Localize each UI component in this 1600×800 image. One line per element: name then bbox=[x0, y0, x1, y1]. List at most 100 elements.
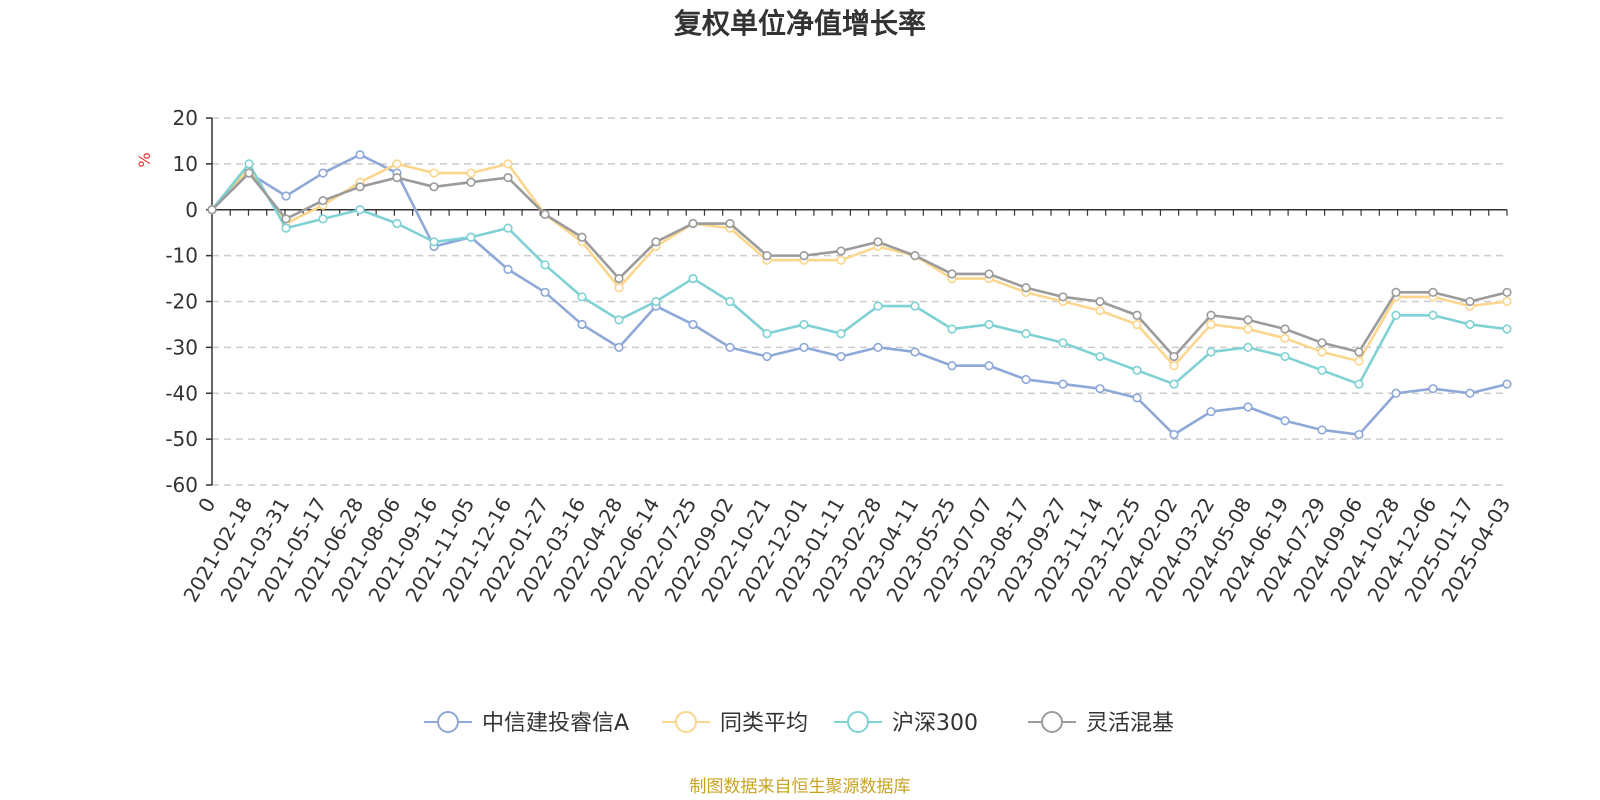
data-point bbox=[1354, 356, 1364, 366]
data-point bbox=[1095, 384, 1105, 394]
y-tick-label: 20 bbox=[173, 106, 198, 130]
data-point bbox=[873, 301, 883, 311]
legend-label: 沪深300 bbox=[892, 711, 978, 736]
data-point bbox=[1354, 429, 1364, 440]
legend-item[interactable]: 同类平均 bbox=[662, 711, 808, 736]
legend-label: 灵活混基 bbox=[1086, 711, 1174, 736]
data-point bbox=[1058, 292, 1068, 302]
data-point bbox=[1502, 287, 1512, 297]
legend-marker-icon bbox=[1041, 711, 1063, 733]
data-point bbox=[762, 329, 772, 339]
data-point bbox=[762, 251, 772, 261]
data-point bbox=[836, 329, 846, 339]
series-line bbox=[211, 162, 1508, 368]
source-note: 制图数据来自恒生聚源数据库 bbox=[690, 777, 911, 797]
data-point bbox=[1243, 342, 1253, 352]
data-point bbox=[614, 283, 624, 293]
legend-item[interactable]: 中信建投睿信A bbox=[424, 711, 629, 736]
series-line bbox=[211, 153, 1508, 436]
series-2 bbox=[207, 159, 1512, 389]
y-tick-label: -40 bbox=[165, 381, 198, 405]
data-point bbox=[429, 182, 439, 192]
x-tick-label: 0 bbox=[193, 494, 220, 517]
data-point bbox=[540, 260, 550, 270]
data-point bbox=[1428, 384, 1438, 394]
data-point bbox=[1243, 402, 1253, 412]
data-point bbox=[1391, 310, 1401, 320]
data-point bbox=[1206, 310, 1216, 320]
data-point bbox=[1058, 379, 1068, 389]
data-point bbox=[1095, 306, 1105, 316]
data-point bbox=[503, 264, 513, 274]
data-point bbox=[947, 361, 957, 371]
data-point bbox=[429, 237, 439, 247]
data-point bbox=[1391, 388, 1401, 398]
data-point bbox=[1428, 310, 1438, 320]
data-point bbox=[207, 205, 217, 215]
series-line bbox=[211, 171, 1508, 358]
data-point bbox=[984, 319, 994, 330]
data-point bbox=[984, 269, 994, 279]
y-tick-label: 0 bbox=[185, 198, 198, 222]
data-point bbox=[1132, 310, 1142, 320]
y-tick-label: -60 bbox=[165, 473, 198, 497]
data-point bbox=[540, 287, 550, 297]
y-tick-label: 10 bbox=[173, 152, 198, 176]
data-point bbox=[947, 269, 957, 279]
data-point bbox=[281, 191, 291, 201]
data-point bbox=[1317, 425, 1327, 435]
data-point bbox=[799, 342, 809, 352]
data-point bbox=[836, 255, 846, 265]
legend-marker-icon bbox=[847, 711, 869, 733]
data-point bbox=[1354, 379, 1364, 389]
data-point bbox=[799, 251, 809, 261]
legend-marker-icon bbox=[675, 711, 697, 733]
data-point bbox=[318, 214, 328, 224]
data-point bbox=[1169, 351, 1179, 362]
data-point bbox=[466, 232, 476, 242]
data-point bbox=[688, 273, 698, 284]
data-point bbox=[1502, 296, 1512, 307]
y-tick-label: -10 bbox=[165, 244, 198, 268]
legend-item[interactable]: 沪深300 bbox=[834, 711, 978, 736]
legend[interactable]: 中信建投睿信A 同类平均 沪深300 灵活混基 bbox=[424, 711, 1174, 736]
data-point bbox=[1095, 351, 1105, 362]
data-point bbox=[1465, 319, 1475, 330]
data-point bbox=[1021, 329, 1031, 339]
data-point bbox=[1021, 283, 1031, 293]
data-point bbox=[355, 182, 365, 192]
series-0 bbox=[207, 150, 1512, 440]
data-point bbox=[1132, 319, 1142, 330]
data-point bbox=[429, 168, 439, 178]
data-point bbox=[392, 159, 402, 169]
grid-lines bbox=[212, 117, 1507, 486]
data-point bbox=[1502, 324, 1512, 334]
axes bbox=[206, 117, 1508, 486]
data-point bbox=[1465, 388, 1475, 398]
data-point bbox=[614, 315, 624, 325]
data-point bbox=[984, 361, 994, 371]
data-point bbox=[281, 223, 291, 233]
data-point bbox=[540, 209, 550, 219]
y-tick-label: -50 bbox=[165, 427, 198, 451]
data-point bbox=[873, 342, 883, 352]
data-point bbox=[577, 232, 587, 242]
data-point bbox=[1391, 287, 1401, 297]
data-point bbox=[1095, 296, 1105, 307]
data-point bbox=[244, 159, 254, 169]
legend-item[interactable]: 灵活混基 bbox=[1028, 711, 1174, 736]
data-point bbox=[466, 168, 476, 178]
data-point bbox=[799, 319, 809, 330]
data-point bbox=[1169, 361, 1179, 371]
data-point bbox=[873, 237, 883, 247]
data-point bbox=[725, 218, 735, 229]
data-point bbox=[1465, 296, 1475, 307]
data-point bbox=[281, 214, 291, 224]
data-point bbox=[1243, 315, 1253, 325]
data-point bbox=[1169, 429, 1179, 440]
x-tick-labels: 02021-02-182021-03-312021-05-172021-06-2… bbox=[178, 494, 1515, 607]
data-point bbox=[1280, 324, 1290, 334]
data-point bbox=[1280, 351, 1290, 362]
series-lines bbox=[207, 150, 1512, 440]
